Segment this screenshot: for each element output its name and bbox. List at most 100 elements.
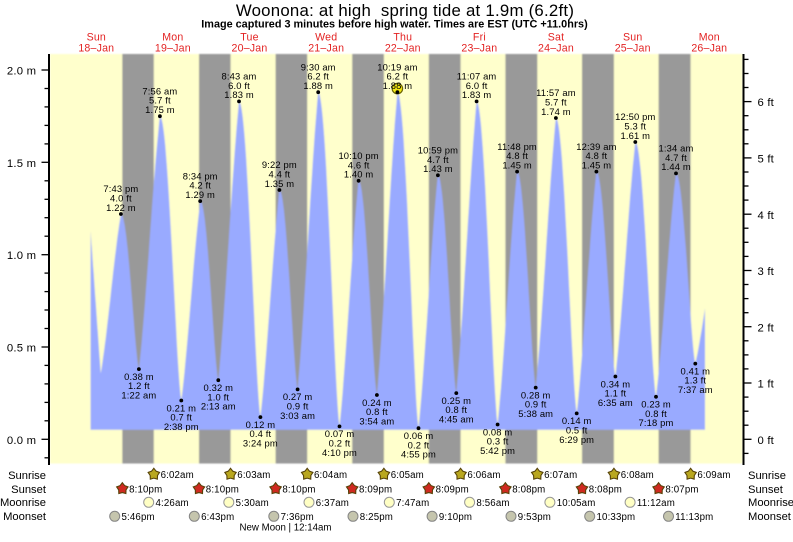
svg-text:0.24 m: 0.24 m bbox=[362, 397, 392, 408]
svg-text:0.7 ft: 0.7 ft bbox=[170, 412, 192, 423]
svg-text:0.9 ft: 0.9 ft bbox=[287, 401, 309, 412]
svg-text:1.83 m: 1.83 m bbox=[462, 89, 492, 100]
svg-text:Mon: Mon bbox=[162, 32, 183, 44]
svg-text:4:55 pm: 4:55 pm bbox=[401, 449, 436, 460]
svg-text:6:43pm: 6:43pm bbox=[201, 512, 234, 523]
svg-text:7:47am: 7:47am bbox=[396, 498, 429, 509]
svg-text:5.3 ft: 5.3 ft bbox=[624, 121, 646, 132]
svg-text:2:13 am: 2:13 am bbox=[201, 401, 236, 412]
svg-text:7:36pm: 7:36pm bbox=[281, 512, 314, 523]
svg-text:0.08 m: 0.08 m bbox=[483, 426, 513, 437]
svg-text:10:10 pm: 10:10 pm bbox=[338, 150, 378, 161]
svg-text:1.61 m: 1.61 m bbox=[621, 130, 651, 141]
svg-text:0.23 m: 0.23 m bbox=[641, 399, 671, 410]
svg-text:1.2 ft: 1.2 ft bbox=[128, 380, 150, 391]
svg-text:Sunset: Sunset bbox=[11, 484, 47, 496]
svg-text:8:34 pm: 8:34 pm bbox=[183, 170, 218, 181]
svg-text:11:07 am: 11:07 am bbox=[457, 71, 497, 82]
svg-text:1.83 m: 1.83 m bbox=[224, 89, 254, 100]
svg-text:9:10pm: 9:10pm bbox=[439, 512, 472, 523]
svg-text:12:39 am: 12:39 am bbox=[576, 141, 616, 152]
svg-text:11:13pm: 11:13pm bbox=[675, 512, 713, 523]
svg-text:10:59 pm: 10:59 pm bbox=[418, 145, 458, 156]
svg-text:6:07am: 6:07am bbox=[544, 470, 577, 481]
svg-text:4.8 ft: 4.8 ft bbox=[506, 150, 528, 161]
svg-text:4:26am: 4:26am bbox=[156, 498, 189, 509]
svg-text:11:57 am: 11:57 am bbox=[536, 87, 576, 98]
svg-text:8:09pm: 8:09pm bbox=[359, 485, 392, 496]
svg-text:0 ft: 0 ft bbox=[758, 435, 775, 447]
svg-text:8:08pm: 8:08pm bbox=[589, 485, 622, 496]
svg-text:6:08am: 6:08am bbox=[621, 470, 654, 481]
svg-text:6:09am: 6:09am bbox=[697, 470, 730, 481]
svg-text:0.5 m: 0.5 m bbox=[7, 343, 36, 355]
svg-text:0.12 m: 0.12 m bbox=[246, 419, 276, 430]
svg-text:0.27 m: 0.27 m bbox=[283, 391, 313, 402]
svg-text:Moonrise: Moonrise bbox=[0, 497, 46, 509]
svg-text:26–Jan: 26–Jan bbox=[691, 43, 727, 55]
svg-text:1.1 ft: 1.1 ft bbox=[605, 388, 627, 399]
svg-text:4.7 ft: 4.7 ft bbox=[665, 152, 687, 163]
svg-text:0.5 ft: 0.5 ft bbox=[566, 425, 588, 436]
svg-text:2:38 pm: 2:38 pm bbox=[164, 421, 199, 432]
svg-text:6.2 ft: 6.2 ft bbox=[387, 71, 409, 82]
svg-text:6:35 am: 6:35 am bbox=[598, 397, 633, 408]
svg-text:6 ft: 6 ft bbox=[758, 97, 775, 109]
svg-text:4.2 ft: 4.2 ft bbox=[189, 180, 211, 191]
svg-text:9:53pm: 9:53pm bbox=[518, 512, 551, 523]
svg-text:Sunrise: Sunrise bbox=[748, 470, 786, 482]
svg-text:5.7 ft: 5.7 ft bbox=[149, 95, 171, 106]
svg-text:0.25 m: 0.25 m bbox=[442, 395, 472, 406]
svg-text:8:25pm: 8:25pm bbox=[360, 512, 393, 523]
svg-text:5:42 pm: 5:42 pm bbox=[480, 445, 515, 456]
svg-text:6:29 pm: 6:29 pm bbox=[559, 434, 594, 445]
svg-text:23–Jan: 23–Jan bbox=[461, 43, 497, 55]
svg-text:0.8 ft: 0.8 ft bbox=[366, 406, 388, 417]
svg-text:7:56 am: 7:56 am bbox=[142, 85, 177, 96]
svg-text:6.0 ft: 6.0 ft bbox=[228, 80, 250, 91]
svg-text:Moonset: Moonset bbox=[748, 511, 792, 523]
svg-text:1.88 m: 1.88 m bbox=[303, 80, 333, 91]
svg-text:Tue: Tue bbox=[240, 32, 258, 44]
svg-text:0.38 m: 0.38 m bbox=[124, 371, 154, 382]
svg-text:11:12am: 11:12am bbox=[637, 498, 675, 509]
svg-text:0.8 ft: 0.8 ft bbox=[645, 408, 667, 419]
svg-text:1 ft: 1 ft bbox=[758, 379, 775, 391]
svg-text:1.22 m: 1.22 m bbox=[106, 202, 136, 213]
svg-text:12:50 pm: 12:50 pm bbox=[615, 111, 655, 122]
svg-text:5:46pm: 5:46pm bbox=[122, 512, 155, 523]
svg-text:10:05am: 10:05am bbox=[557, 498, 596, 509]
svg-text:11:48 pm: 11:48 pm bbox=[497, 141, 537, 152]
svg-text:Sat: Sat bbox=[548, 32, 565, 44]
svg-text:0.3 ft: 0.3 ft bbox=[487, 436, 509, 447]
svg-text:Image captured 3 minutes befor: Image captured 3 minutes before high wat… bbox=[201, 19, 588, 31]
svg-text:4.8 ft: 4.8 ft bbox=[586, 150, 608, 161]
svg-text:1.0 ft: 1.0 ft bbox=[207, 391, 229, 402]
svg-text:8:07pm: 8:07pm bbox=[665, 485, 698, 496]
svg-text:20–Jan: 20–Jan bbox=[232, 43, 268, 55]
svg-text:0.07 m: 0.07 m bbox=[325, 428, 355, 439]
svg-text:1:22 am: 1:22 am bbox=[121, 390, 156, 401]
svg-text:1.74 m: 1.74 m bbox=[541, 106, 571, 117]
svg-text:10:19 am: 10:19 am bbox=[377, 61, 417, 72]
svg-text:8:10pm: 8:10pm bbox=[129, 485, 162, 496]
svg-text:6.0 ft: 6.0 ft bbox=[466, 80, 488, 91]
svg-text:5.7 ft: 5.7 ft bbox=[545, 97, 567, 108]
svg-text:8:56am: 8:56am bbox=[476, 498, 509, 509]
svg-text:0.2 ft: 0.2 ft bbox=[329, 438, 351, 449]
svg-text:Sun: Sun bbox=[87, 32, 106, 44]
svg-text:1.75 m: 1.75 m bbox=[145, 104, 175, 115]
svg-text:0.21 m: 0.21 m bbox=[167, 402, 197, 413]
svg-text:8:09pm: 8:09pm bbox=[436, 485, 469, 496]
svg-text:3:24 pm: 3:24 pm bbox=[243, 438, 278, 449]
svg-text:6:03am: 6:03am bbox=[237, 470, 270, 481]
svg-text:Moonset: Moonset bbox=[3, 511, 47, 523]
svg-text:8:10pm: 8:10pm bbox=[282, 485, 315, 496]
svg-text:3:03 am: 3:03 am bbox=[280, 410, 315, 421]
svg-text:9:22 pm: 9:22 pm bbox=[262, 159, 297, 170]
svg-text:1.45 m: 1.45 m bbox=[502, 159, 532, 170]
svg-text:7:43 pm: 7:43 pm bbox=[103, 183, 138, 194]
svg-text:4.4 ft: 4.4 ft bbox=[269, 169, 291, 180]
svg-text:8:43 am: 8:43 am bbox=[222, 71, 257, 82]
svg-text:5:30am: 5:30am bbox=[236, 498, 269, 509]
